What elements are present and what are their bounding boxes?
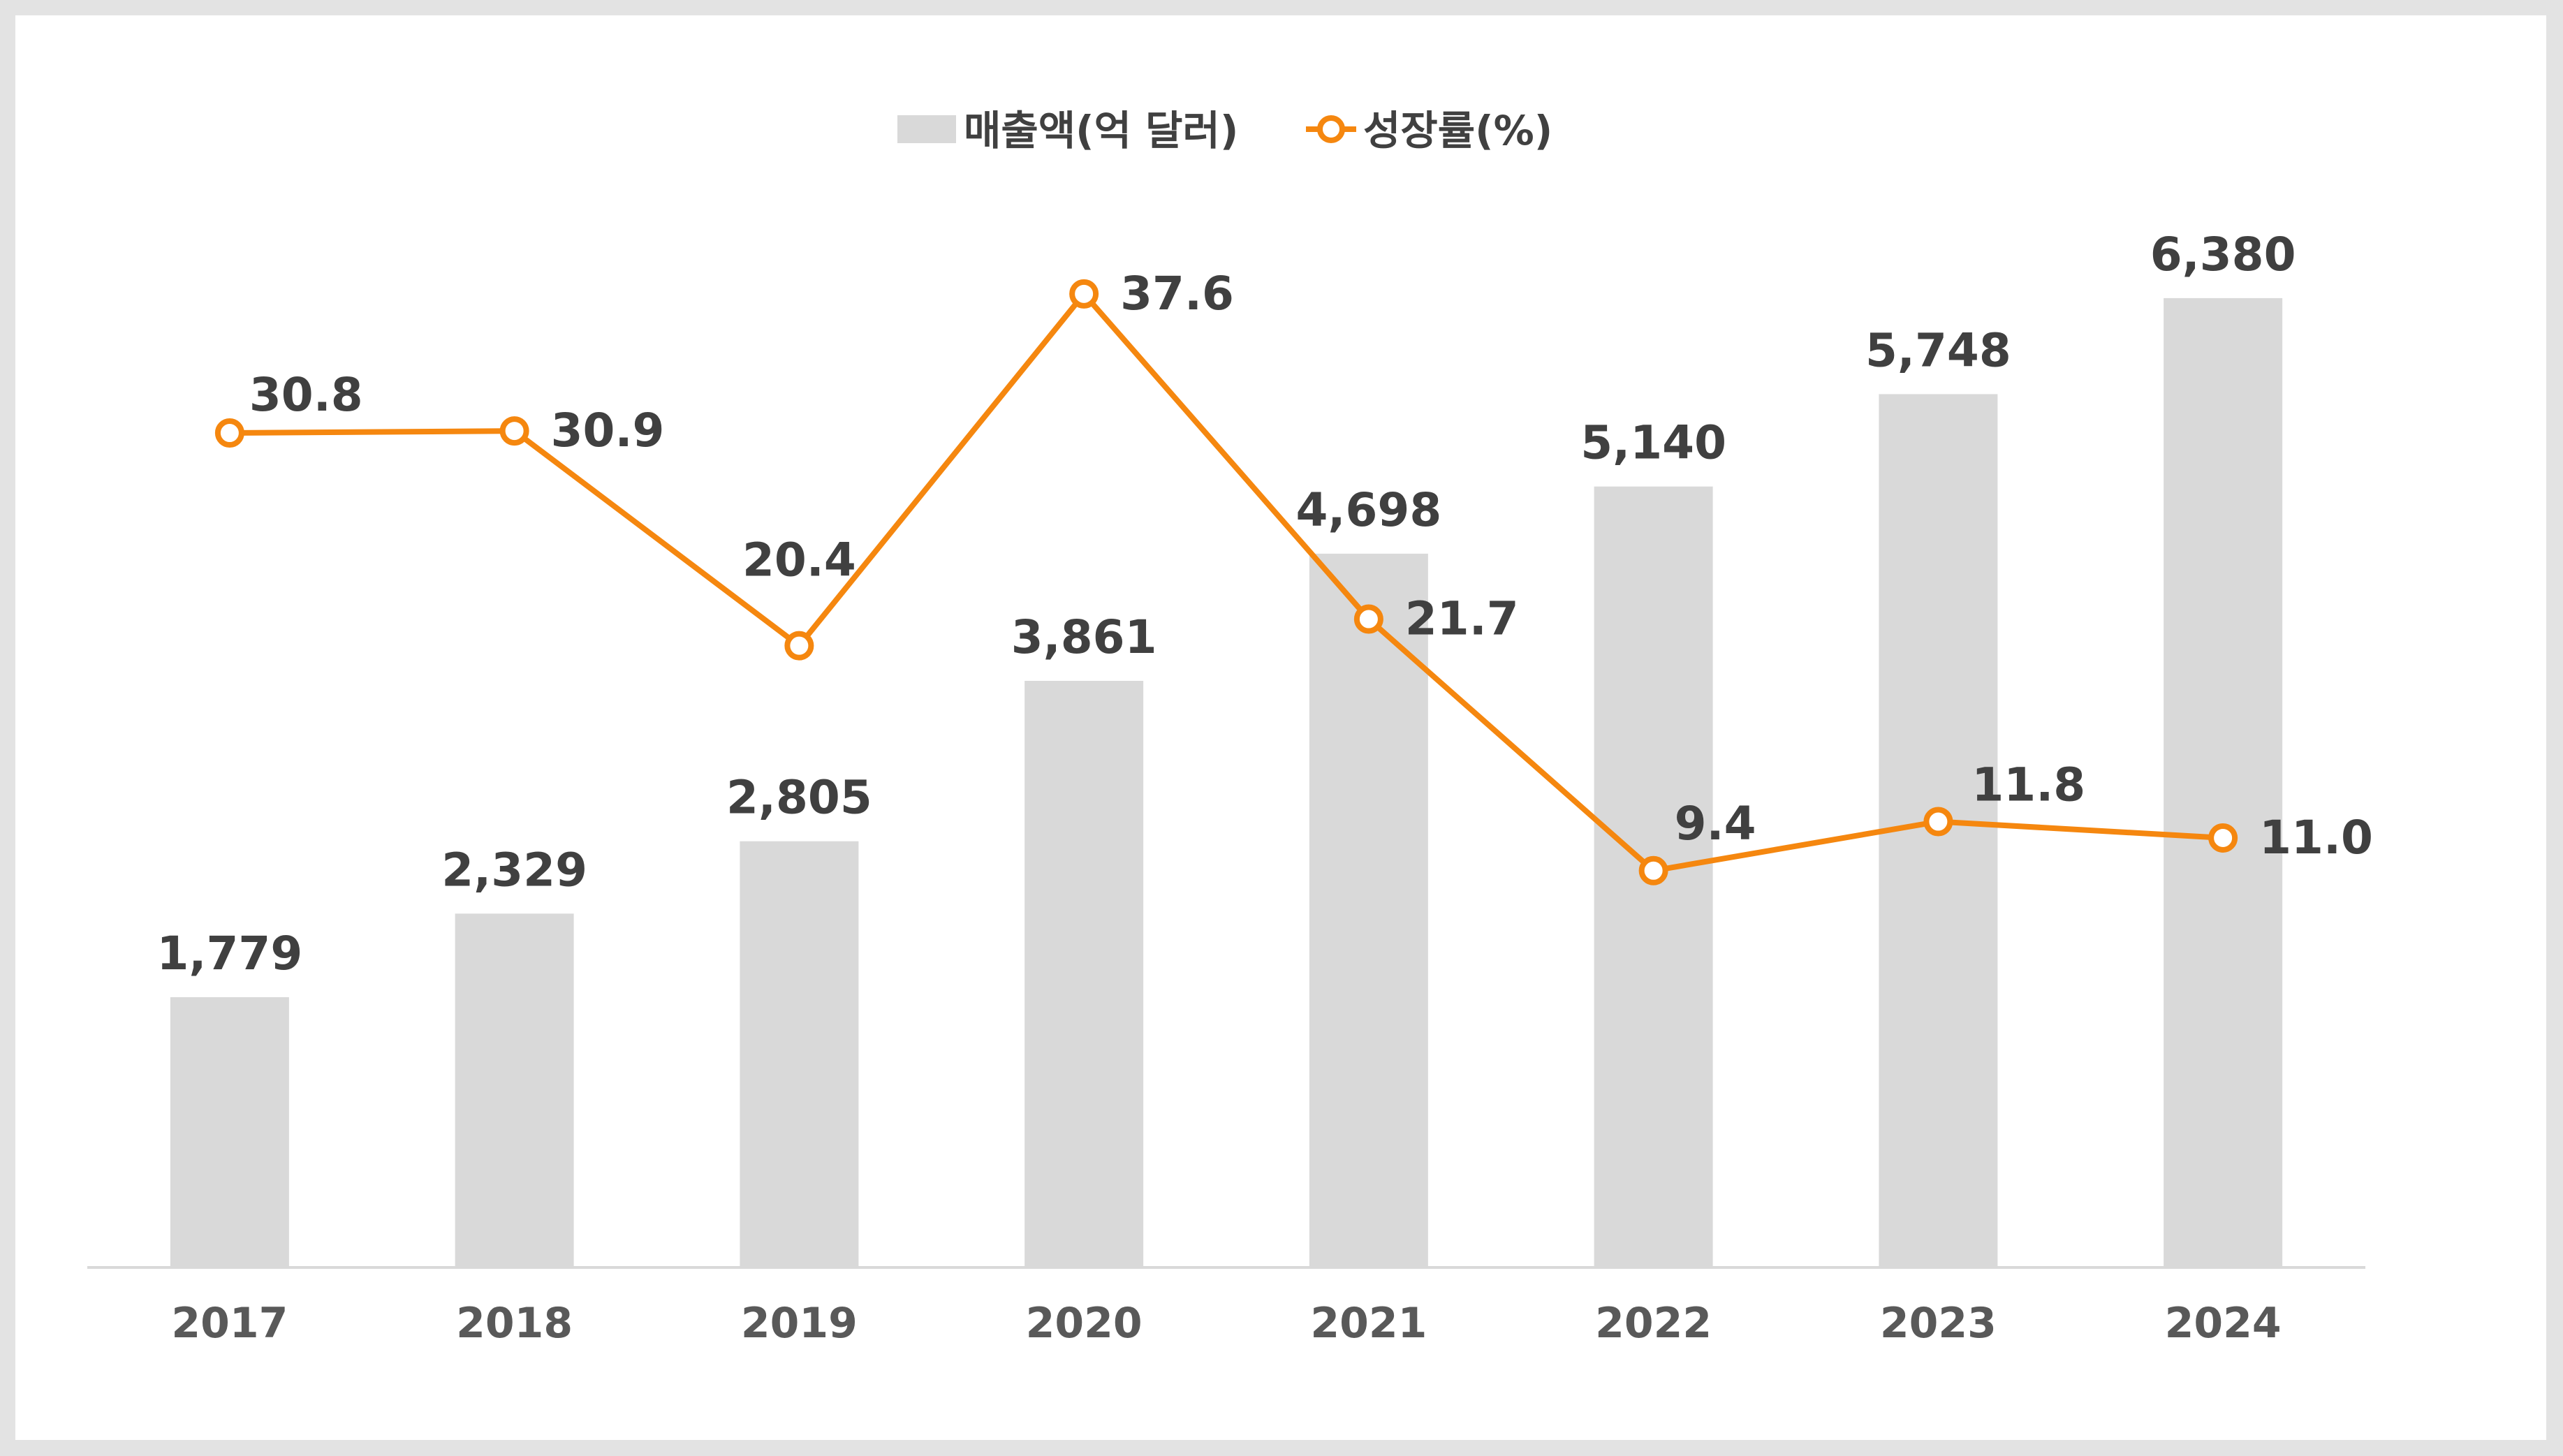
x-tick-2023: 2023: [1880, 1299, 1997, 1348]
x-tick-2024: 2024: [2165, 1299, 2282, 1348]
bar-2019: [740, 841, 859, 1267]
bar-2018: [455, 913, 574, 1267]
growth-rate-markers: [214, 279, 2238, 885]
growth-label-2020: 37.6: [1120, 267, 1234, 321]
bar-2024: [2164, 297, 2283, 1267]
growth-marker-2021: [1353, 604, 1383, 634]
bar-label-2018: 2,329: [441, 843, 587, 897]
chart-frame: 매출액(억 달러) 성장률(%) 1,779 2,329 2,805 3,861 4,6…: [15, 15, 2546, 1440]
bar-label-2024: 6,380: [2150, 228, 2296, 281]
bar-series: [170, 297, 2283, 1267]
bar-label-2017: 1,779: [156, 927, 302, 980]
legend-bar-label: 매출액(억 달러): [964, 107, 1238, 154]
legend-line-label: 성장률(%): [1363, 107, 1552, 154]
x-tick-2022: 2022: [1595, 1299, 1712, 1348]
growth-marker-2020: [1069, 279, 1099, 309]
x-tick-2018: 2018: [456, 1299, 573, 1348]
bar-2021: [1309, 553, 1428, 1267]
bar-label-2022: 5,140: [1580, 416, 1726, 470]
legend: 매출액(억 달러) 성장률(%): [897, 107, 1552, 154]
growth-marker-2018: [499, 416, 529, 446]
growth-marker-2022: [1638, 855, 1668, 885]
bar-label-2019: 2,805: [726, 771, 872, 825]
growth-label-2017: 30.8: [249, 368, 363, 422]
growth-rate-data-labels: 30.8 30.9 20.4 37.6 21.7 9.4 11.8 11.0: [249, 267, 2373, 865]
bar-2017: [170, 997, 289, 1267]
growth-label-2023: 11.8: [1971, 758, 2085, 812]
x-axis-tick-labels: 2017 2018 2019 2020 2021 2022 2023 2024: [171, 1299, 2281, 1348]
growth-label-2019: 20.4: [742, 534, 856, 587]
growth-marker-2019: [784, 631, 814, 661]
bar-label-2020: 3,861: [1011, 610, 1157, 664]
growth-marker-2023: [1923, 807, 1953, 837]
bar-label-2021: 4,698: [1295, 483, 1441, 537]
legend-line-marker: [1317, 115, 1345, 143]
growth-marker-2017: [214, 418, 244, 448]
revenue-growth-chart: 매출액(억 달러) 성장률(%) 1,779 2,329 2,805 3,861 4,6…: [87, 107, 2373, 1348]
growth-label-2024: 11.0: [2259, 811, 2373, 865]
bar-label-2023: 5,748: [1865, 323, 2011, 377]
growth-label-2018: 30.9: [551, 404, 665, 457]
legend-bar-swatch: [897, 115, 956, 143]
x-tick-2020: 2020: [1026, 1299, 1143, 1348]
growth-rate-line: [229, 291, 2224, 874]
x-tick-2017: 2017: [171, 1299, 288, 1348]
x-tick-2019: 2019: [741, 1299, 858, 1348]
growth-label-2022: 9.4: [1675, 797, 1756, 851]
bar-data-labels: 1,779 2,329 2,805 3,861 4,698 5,140 5,748 6,380: [156, 228, 2296, 980]
x-tick-2021: 2021: [1310, 1299, 1427, 1348]
growth-label-2021: 21.7: [1405, 592, 1519, 646]
bar-2020: [1025, 680, 1144, 1267]
growth-marker-2024: [2208, 823, 2238, 853]
